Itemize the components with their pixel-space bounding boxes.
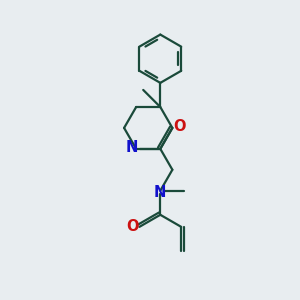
Text: O: O [173,119,186,134]
Text: O: O [126,219,138,234]
Text: N: N [154,184,167,200]
Text: N: N [126,140,138,155]
